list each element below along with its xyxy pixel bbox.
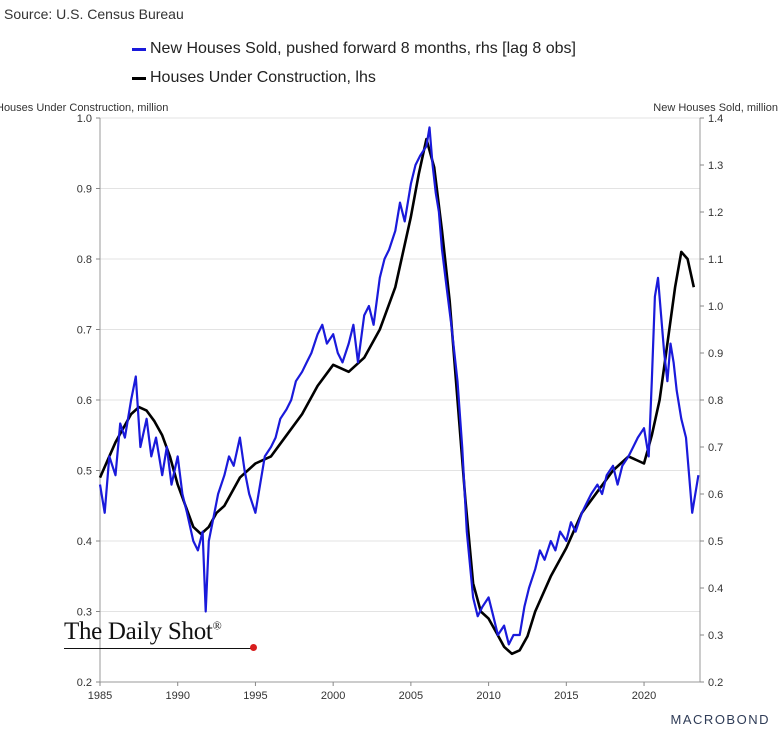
y-tick-right-1.1: 1.1 — [708, 254, 723, 266]
legend-label-new-houses-sold: New Houses Sold, pushed forward 8 months… — [150, 40, 576, 57]
x-tick-2010: 2010 — [476, 690, 500, 702]
y-tick-left-1.0: 1.0 — [77, 113, 92, 125]
y-tick-right-0.8: 0.8 — [708, 395, 723, 407]
macrobond-logo: MACROBOND — [670, 712, 770, 727]
y-tick-left-0.4: 0.4 — [77, 536, 92, 548]
y-tick-right-0.9: 0.9 — [708, 348, 723, 360]
y-axis-label-left: Houses Under Construction, million — [0, 102, 169, 114]
x-tick-1985: 1985 — [88, 690, 112, 702]
x-tick-1990: 1990 — [165, 690, 189, 702]
registered-mark: ® — [212, 618, 222, 633]
y-tick-right-0.3: 0.3 — [708, 630, 723, 642]
legend-swatch-black — [132, 76, 146, 80]
daily-shot-logo-text: The Daily Shot — [64, 618, 213, 645]
y-tick-right-1.4: 1.4 — [708, 113, 723, 125]
y-tick-left-0.2: 0.2 — [77, 677, 92, 689]
legend-item-new-houses-sold: New Houses Sold, pushed forward 8 months… — [132, 40, 576, 58]
x-tick-2015: 2015 — [554, 690, 578, 702]
y-tick-right-0.5: 0.5 — [708, 536, 723, 548]
legend-item-houses-under-construction: Houses Under Construction, lhs — [132, 69, 376, 87]
y-tick-left-0.5: 0.5 — [77, 466, 92, 478]
y-tick-left-0.7: 0.7 — [77, 325, 92, 337]
y-tick-right-0.4: 0.4 — [708, 583, 723, 595]
y-tick-right-0.7: 0.7 — [708, 442, 723, 454]
series-line-new-houses-sold — [98, 126, 700, 646]
source-note: Source: U.S. Census Bureau — [4, 6, 184, 22]
y-tick-left-0.6: 0.6 — [77, 395, 92, 407]
x-tick-2020: 2020 — [632, 690, 656, 702]
y-tick-right-0.6: 0.6 — [708, 489, 723, 501]
y-tick-right-1.2: 1.2 — [708, 207, 723, 219]
x-tick-2000: 2000 — [321, 690, 345, 702]
series-lines — [98, 126, 700, 656]
y-tick-right-1.3: 1.3 — [708, 160, 723, 172]
y-tick-left-0.3: 0.3 — [77, 607, 92, 619]
y-axis-label-right: New Houses Sold, million — [653, 102, 778, 114]
logo-red-dot — [250, 644, 257, 651]
y-tick-left-0.8: 0.8 — [77, 254, 92, 266]
y-tick-right-0.2: 0.2 — [708, 677, 723, 689]
x-tick-1995: 1995 — [243, 690, 267, 702]
x-tick-2005: 2005 — [399, 690, 423, 702]
y-tick-right-1.0: 1.0 — [708, 301, 723, 313]
logo-underline — [64, 648, 254, 649]
axis-ticks: 0.2 0.3 0.4 0.5 0.6 0.7 0.8 0.9 1.0 0.2 0.3 0.4 0.5 0… — [77, 113, 724, 702]
daily-shot-logo: The Daily Shot® — [64, 618, 222, 646]
legend-swatch-blue — [132, 47, 146, 51]
y-tick-left-0.9: 0.9 — [77, 184, 92, 196]
legend-label-houses-under-construction: Houses Under Construction, lhs — [150, 69, 376, 86]
